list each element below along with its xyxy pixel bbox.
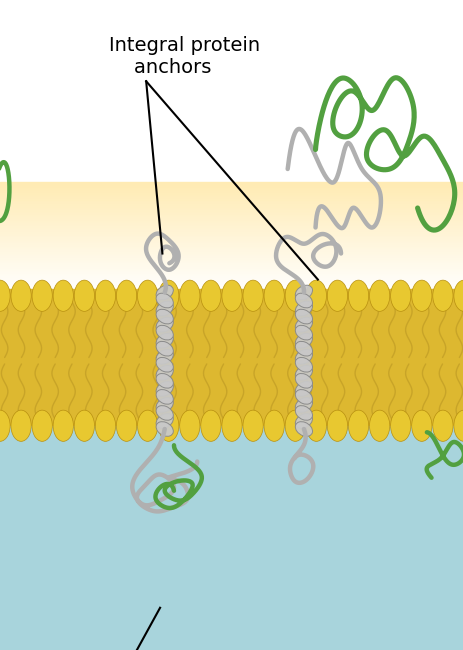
Ellipse shape — [390, 410, 410, 441]
Ellipse shape — [369, 410, 389, 441]
Ellipse shape — [116, 410, 137, 441]
Ellipse shape — [156, 413, 173, 428]
Ellipse shape — [156, 317, 173, 332]
Ellipse shape — [294, 309, 312, 324]
Ellipse shape — [294, 317, 312, 332]
Ellipse shape — [0, 410, 10, 441]
Ellipse shape — [156, 350, 173, 364]
Ellipse shape — [294, 285, 312, 300]
Ellipse shape — [294, 350, 312, 364]
Ellipse shape — [294, 413, 312, 428]
Ellipse shape — [411, 280, 431, 311]
Ellipse shape — [156, 301, 173, 316]
Ellipse shape — [156, 389, 173, 404]
Ellipse shape — [156, 422, 173, 436]
Ellipse shape — [294, 365, 312, 380]
Ellipse shape — [156, 398, 173, 412]
Ellipse shape — [243, 280, 263, 311]
Ellipse shape — [432, 410, 452, 441]
Ellipse shape — [179, 410, 200, 441]
Ellipse shape — [32, 410, 52, 441]
Ellipse shape — [348, 410, 368, 441]
Ellipse shape — [137, 410, 157, 441]
Ellipse shape — [156, 333, 173, 348]
Ellipse shape — [294, 358, 312, 372]
Ellipse shape — [53, 280, 73, 311]
Ellipse shape — [0, 280, 10, 311]
Ellipse shape — [156, 382, 173, 396]
Ellipse shape — [326, 410, 347, 441]
Ellipse shape — [294, 389, 312, 404]
Ellipse shape — [285, 410, 305, 441]
Ellipse shape — [285, 280, 305, 311]
Ellipse shape — [158, 280, 178, 311]
Ellipse shape — [294, 422, 312, 436]
Ellipse shape — [294, 293, 312, 308]
Ellipse shape — [53, 410, 73, 441]
Ellipse shape — [156, 406, 173, 421]
Ellipse shape — [74, 280, 94, 311]
Ellipse shape — [453, 410, 463, 441]
Ellipse shape — [32, 280, 52, 311]
Ellipse shape — [306, 280, 326, 311]
Ellipse shape — [156, 309, 173, 324]
Ellipse shape — [294, 333, 312, 348]
Ellipse shape — [95, 280, 115, 311]
Ellipse shape — [221, 280, 242, 311]
Ellipse shape — [243, 410, 263, 441]
Ellipse shape — [348, 280, 368, 311]
Ellipse shape — [326, 280, 347, 311]
Text: Integral protein
    anchors: Integral protein anchors — [109, 36, 260, 77]
Ellipse shape — [156, 341, 173, 356]
Ellipse shape — [156, 365, 173, 380]
Ellipse shape — [294, 374, 312, 388]
Ellipse shape — [263, 280, 284, 311]
Ellipse shape — [294, 398, 312, 412]
Ellipse shape — [11, 410, 31, 441]
Ellipse shape — [200, 280, 220, 311]
Ellipse shape — [411, 410, 431, 441]
Ellipse shape — [390, 280, 410, 311]
Ellipse shape — [179, 280, 200, 311]
Ellipse shape — [294, 341, 312, 356]
Ellipse shape — [156, 293, 173, 308]
Ellipse shape — [116, 280, 137, 311]
Ellipse shape — [156, 285, 173, 300]
Ellipse shape — [263, 410, 284, 441]
Ellipse shape — [294, 382, 312, 396]
Ellipse shape — [221, 410, 242, 441]
Ellipse shape — [453, 280, 463, 311]
Ellipse shape — [74, 410, 94, 441]
Ellipse shape — [294, 325, 312, 340]
Ellipse shape — [369, 280, 389, 311]
Ellipse shape — [200, 410, 220, 441]
Ellipse shape — [158, 410, 178, 441]
Ellipse shape — [156, 374, 173, 388]
Ellipse shape — [137, 280, 157, 311]
Ellipse shape — [306, 410, 326, 441]
Ellipse shape — [294, 406, 312, 421]
Ellipse shape — [294, 301, 312, 316]
Ellipse shape — [156, 325, 173, 340]
Ellipse shape — [432, 280, 452, 311]
Ellipse shape — [11, 280, 31, 311]
Ellipse shape — [156, 358, 173, 372]
Ellipse shape — [95, 410, 115, 441]
